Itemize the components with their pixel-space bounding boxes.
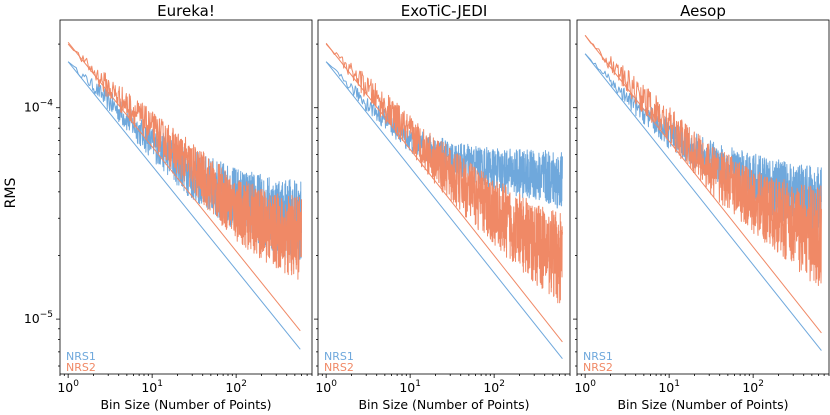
x-tick-label: 101 xyxy=(399,379,421,395)
legend-nrs2: NRS2 xyxy=(324,361,354,374)
y-tick-label: 10−5 xyxy=(24,310,53,326)
y-tick-label: 10−4 xyxy=(24,99,53,115)
legend-nrs2: NRS2 xyxy=(66,361,96,374)
panel-exotic-jedi: ExoTiC-JEDI Bin Size (Number of Points) … xyxy=(314,2,571,412)
legend-nrs2: NRS2 xyxy=(583,361,613,374)
x-tick-label: 101 xyxy=(141,379,163,395)
legend-nrs1: NRS1 xyxy=(324,350,354,363)
plot-area xyxy=(325,42,563,359)
legend-nrs1: NRS1 xyxy=(66,350,96,363)
x-tick-label: 100 xyxy=(574,379,596,395)
series-nrs2-measured xyxy=(325,43,563,304)
panel-aesop: Aesop Bin Size (Number of Points) NRS1 N… xyxy=(573,2,830,412)
x-tick-label: 100 xyxy=(57,379,79,395)
series-nrs1-expected xyxy=(325,61,563,359)
panel-title: Aesop xyxy=(680,2,726,20)
x-axis-label: Bin Size (Number of Points) xyxy=(358,397,529,412)
series-nrs1-expected xyxy=(584,53,822,351)
series-nrs1-expected xyxy=(67,61,301,350)
x-tick-label: 102 xyxy=(742,379,764,395)
series-nrs2-expected xyxy=(67,41,301,332)
x-tick-label: 101 xyxy=(658,379,680,395)
x-tick-label: 102 xyxy=(225,379,247,395)
y-axis-label: RMS xyxy=(3,178,19,209)
x-tick-label: 102 xyxy=(483,379,505,395)
x-axis-label: Bin Size (Number of Points) xyxy=(617,397,788,412)
plot-area xyxy=(584,35,822,351)
plot-area xyxy=(67,41,303,350)
panel-title: ExoTiC-JEDI xyxy=(401,2,488,20)
panel-eureka: Eureka! Bin Size (Number of Points) NRS1… xyxy=(24,2,313,412)
series-nrs2-measured xyxy=(584,35,822,287)
x-axis-label: Bin Size (Number of Points) xyxy=(100,397,271,412)
axes-frame xyxy=(317,19,571,375)
series-nrs2-expected xyxy=(325,42,563,343)
series-nrs2-measured xyxy=(67,43,303,280)
panel-title: Eureka! xyxy=(157,2,215,20)
axes-frame xyxy=(59,19,313,375)
axes-frame xyxy=(576,19,830,375)
legend-nrs1: NRS1 xyxy=(583,350,613,363)
series-nrs2-expected xyxy=(584,35,822,334)
x-tick-label: 100 xyxy=(315,379,337,395)
